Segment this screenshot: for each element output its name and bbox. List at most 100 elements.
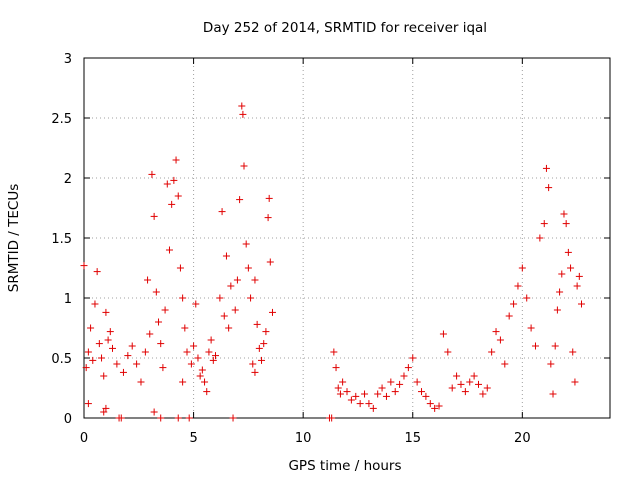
- data-point: [426, 400, 434, 408]
- data-point: [483, 384, 491, 392]
- data-point: [400, 372, 408, 380]
- data-point: [334, 384, 342, 392]
- data-point: [251, 368, 259, 376]
- data-point: [216, 294, 224, 302]
- data-point: [336, 390, 344, 398]
- data-point: [251, 276, 259, 284]
- data-point: [222, 252, 230, 260]
- data-point: [387, 378, 395, 386]
- data-point: [87, 324, 95, 332]
- data-point: [89, 356, 97, 364]
- data-point: [361, 390, 369, 398]
- data-point: [185, 414, 193, 422]
- data-point: [266, 258, 274, 266]
- data-point: [190, 342, 198, 350]
- data-point: [492, 328, 500, 336]
- data-point: [571, 378, 579, 386]
- data-point: [247, 294, 255, 302]
- data-point: [505, 312, 513, 320]
- data-point: [100, 408, 108, 416]
- grid-lines: [84, 58, 610, 418]
- data-point: [264, 214, 272, 222]
- data-point: [218, 208, 226, 216]
- data-point: [152, 288, 160, 296]
- data-point: [236, 196, 244, 204]
- data-point: [207, 336, 215, 344]
- y-tick-label: 2.5: [51, 112, 72, 127]
- data-point: [108, 344, 116, 352]
- data-point: [422, 392, 430, 400]
- data-point: [82, 364, 90, 372]
- data-point: [205, 348, 213, 356]
- data-point: [475, 380, 482, 388]
- data-point: [144, 276, 152, 284]
- data-point: [479, 390, 487, 398]
- data-point: [560, 210, 568, 218]
- data-point: [176, 264, 184, 272]
- data-point: [91, 300, 99, 308]
- plot-frame: [83, 57, 611, 419]
- data-point: [93, 268, 101, 276]
- data-point: [578, 300, 586, 308]
- data-point: [117, 414, 125, 422]
- data-point: [549, 390, 557, 398]
- data-point: [172, 156, 180, 164]
- data-point: [146, 330, 154, 338]
- data-point: [496, 336, 504, 344]
- data-point: [181, 324, 189, 332]
- data-point: [157, 414, 165, 422]
- data-point: [382, 392, 390, 400]
- data-point: [404, 364, 412, 372]
- chart-title: Day 252 of 2014, SRMTID for receiver iqa…: [203, 20, 487, 36]
- data-point: [159, 364, 167, 372]
- data-point: [448, 384, 456, 392]
- data-point: [100, 372, 108, 380]
- data-point: [374, 390, 382, 398]
- data-point: [163, 180, 171, 188]
- axis-ticks: 0 0.5 1 1.5 2 2.5 3 0 5 10 15 20: [51, 52, 610, 446]
- data-point: [268, 308, 276, 316]
- x-tick-label: 5: [189, 431, 197, 446]
- data-point: [183, 348, 191, 356]
- data-point: [168, 200, 176, 208]
- data-point: [339, 378, 347, 386]
- data-point: [343, 388, 351, 396]
- data-point: [231, 306, 239, 314]
- data-point: [514, 282, 522, 290]
- y-tick-label: 1: [64, 292, 72, 307]
- data-point: [564, 248, 572, 256]
- data-point: [556, 288, 564, 296]
- data-point: [209, 356, 217, 364]
- data-point: [413, 378, 421, 386]
- data-point: [124, 352, 132, 360]
- data-point: [553, 306, 561, 314]
- data-point: [378, 384, 386, 392]
- data-point: [518, 264, 526, 272]
- data-point: [98, 354, 106, 362]
- data-point: [439, 330, 447, 338]
- data-point: [150, 408, 158, 416]
- y-tick-label: 0: [64, 412, 72, 427]
- data-point: [330, 348, 338, 356]
- data-point: [220, 312, 228, 320]
- data-point: [242, 240, 250, 248]
- data-point: [119, 368, 127, 376]
- data-point: [569, 348, 577, 356]
- data-point: [102, 308, 110, 316]
- data-point: [352, 392, 360, 400]
- data-point: [431, 404, 439, 412]
- data-point: [141, 348, 149, 356]
- data-point: [396, 380, 404, 388]
- data-point: [575, 272, 583, 280]
- x-tick-label: 0: [80, 431, 88, 446]
- data-point: [157, 340, 165, 348]
- data-point: [106, 328, 114, 336]
- data-point: [547, 360, 555, 368]
- data-point: [461, 388, 469, 396]
- data-point: [435, 402, 443, 410]
- data-point: [558, 270, 566, 278]
- data-point: [347, 396, 355, 404]
- data-point: [488, 348, 496, 356]
- data-point: [501, 360, 509, 368]
